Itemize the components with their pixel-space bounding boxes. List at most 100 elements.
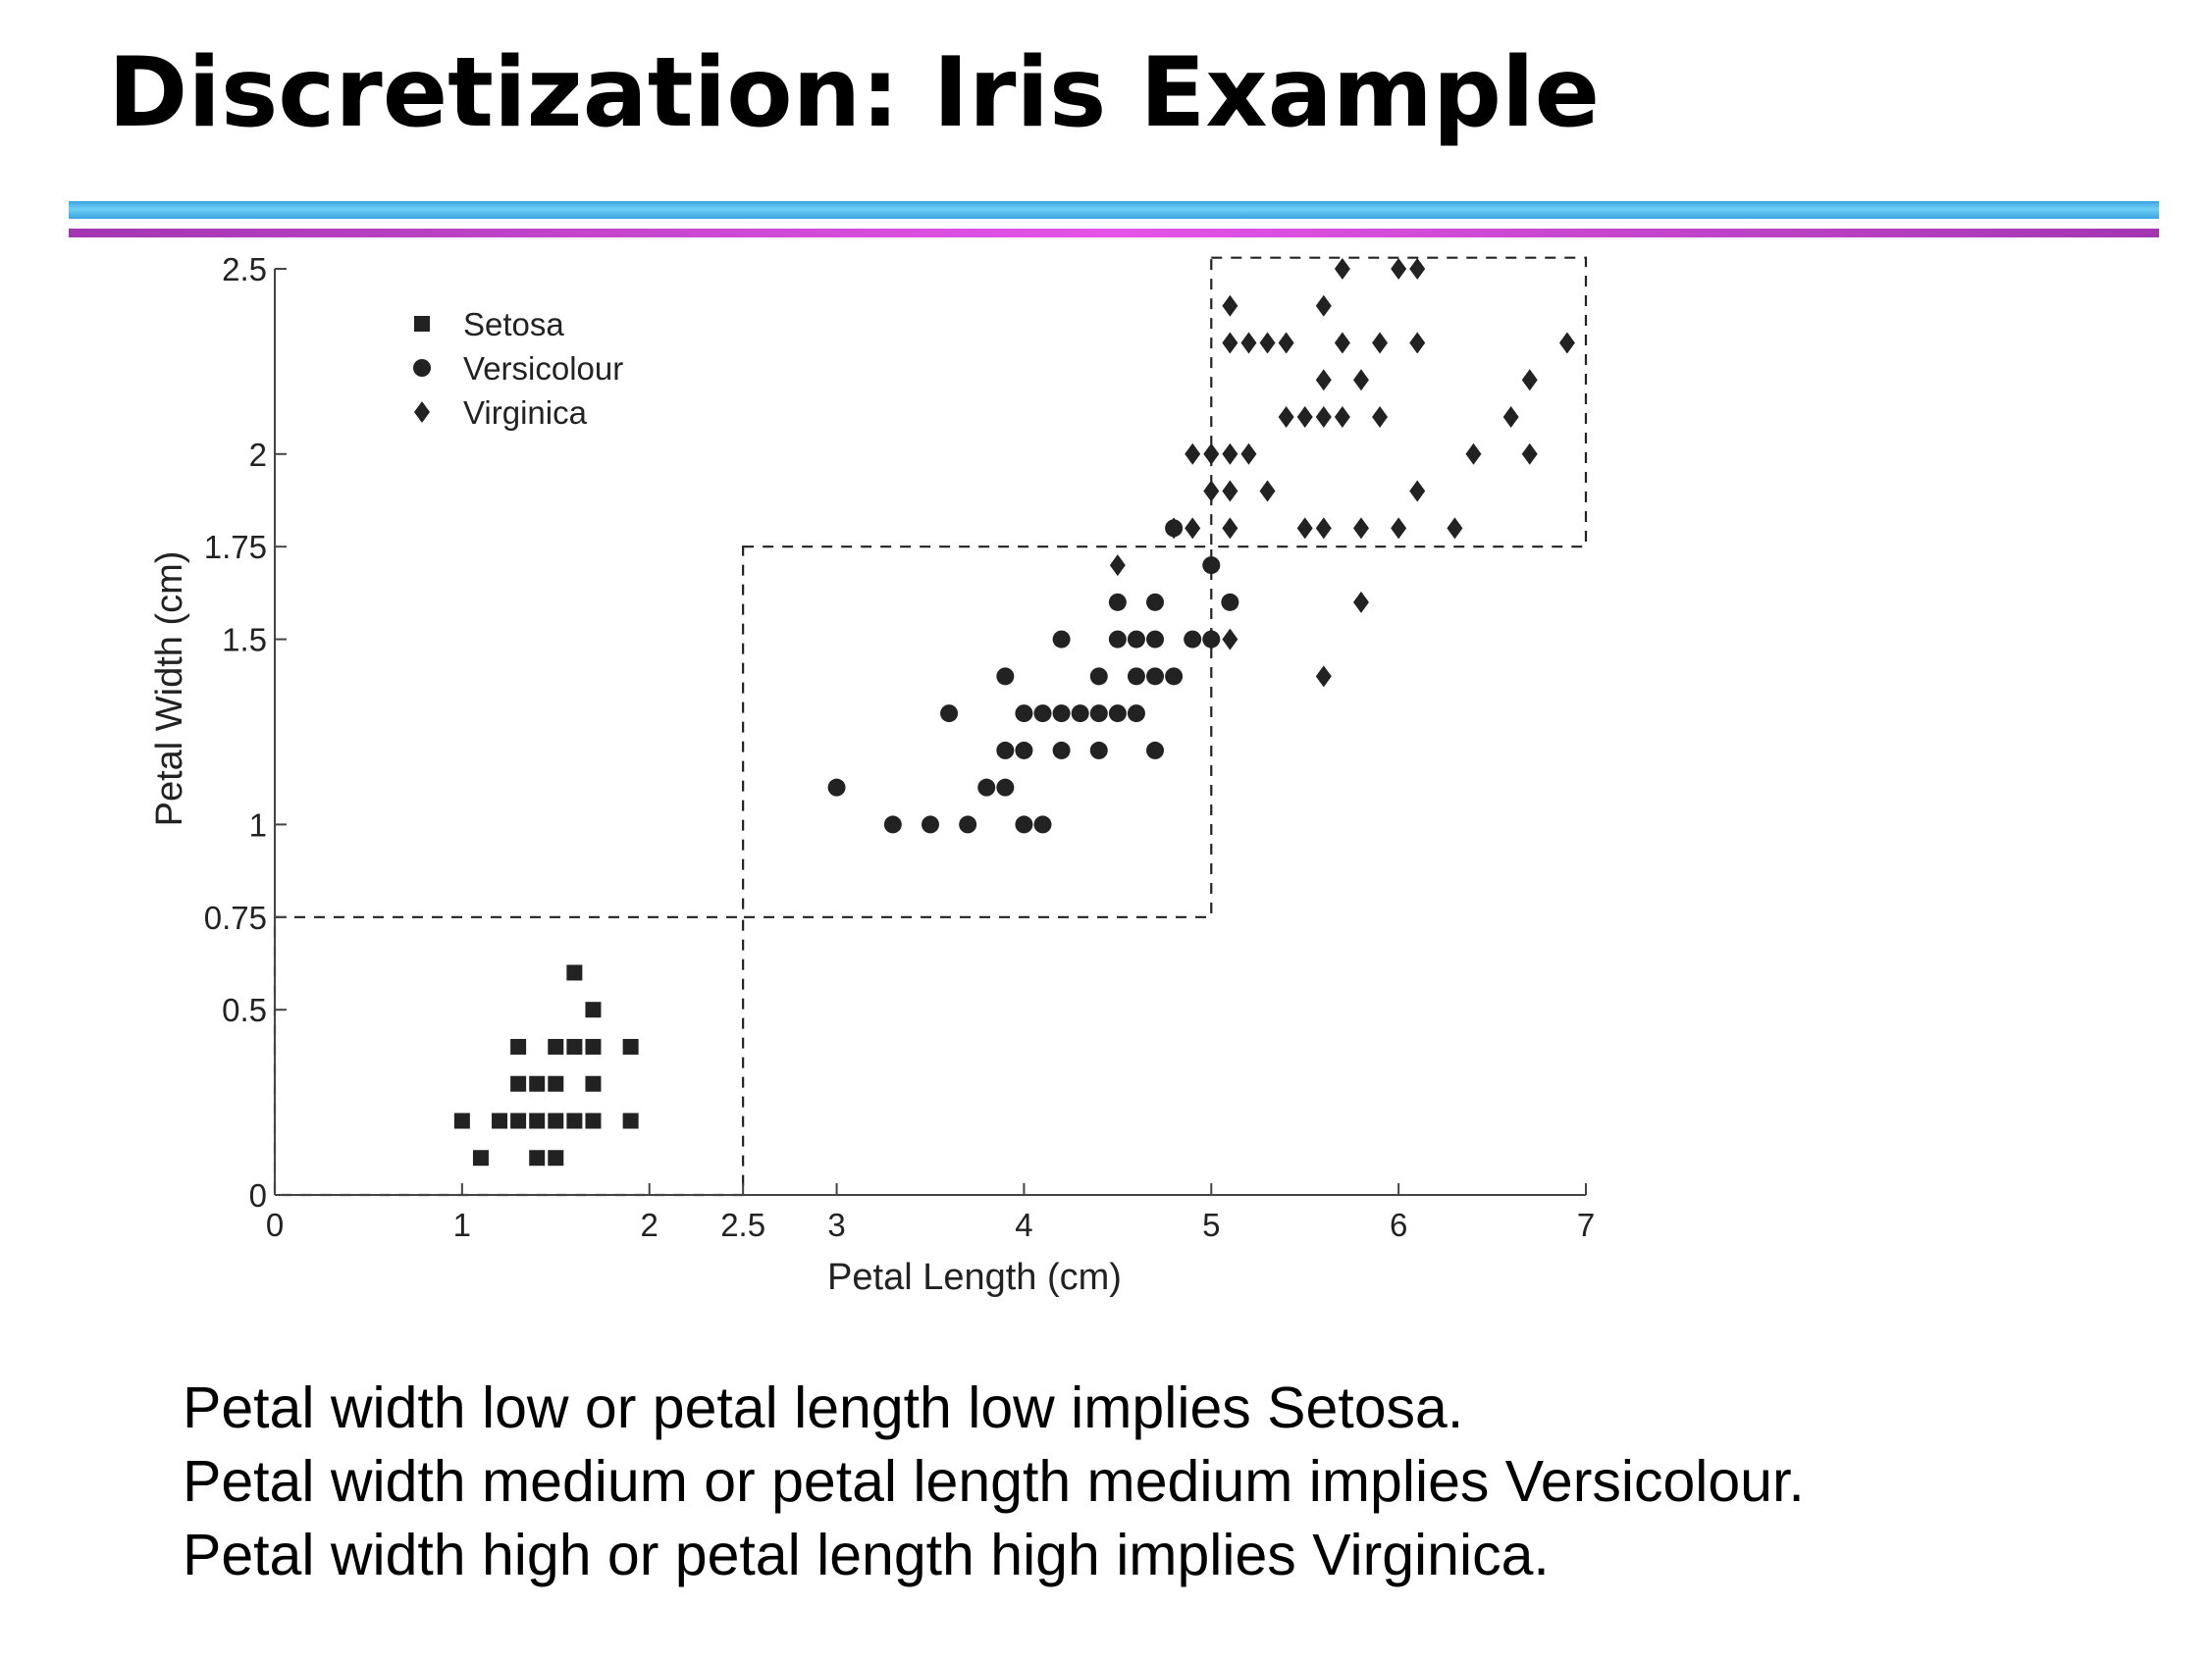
versicolour-point	[1053, 704, 1071, 722]
setosa-point	[548, 1150, 563, 1166]
virginica-point	[1335, 333, 1350, 354]
setosa-point	[566, 1039, 582, 1055]
virginica-point	[1222, 333, 1238, 354]
setosa-point	[510, 1113, 526, 1128]
virginica-point	[1316, 517, 1332, 539]
legend-marker-virginica	[414, 401, 430, 423]
virginica-point	[1297, 517, 1313, 539]
legend-label-versicolour: Versicolour	[463, 350, 623, 387]
virginica-point	[1522, 369, 1538, 390]
versicolour-point	[1090, 667, 1108, 685]
versicolour-point	[1015, 815, 1032, 833]
versicolour-point	[1072, 704, 1089, 722]
virginica-point	[1222, 629, 1238, 650]
virginica-point	[1391, 258, 1406, 280]
versicolour-point	[977, 779, 995, 797]
y-tick-label: 0	[249, 1177, 267, 1214]
setosa-point	[510, 1076, 526, 1092]
versicolour-point	[1034, 704, 1052, 722]
x-tick-label: 5	[1202, 1207, 1220, 1243]
versicolour-point	[1053, 742, 1071, 759]
virginica-point	[1409, 258, 1425, 280]
versicolour-point	[1015, 704, 1032, 722]
setosa-point	[623, 1113, 639, 1128]
versicolour-point	[996, 667, 1014, 685]
versicolour-point	[1221, 594, 1238, 611]
y-tick-label: 1.75	[204, 529, 267, 565]
caption-line-versicolour: Petal width medium or petal length mediu…	[183, 1445, 1805, 1519]
virginica-point	[1240, 333, 1256, 354]
setosa-point	[529, 1076, 545, 1092]
versicolour-point	[959, 815, 976, 833]
chart-legend: Setosa Versicolour Virginica	[413, 306, 623, 431]
setosa-point	[548, 1113, 563, 1128]
x-tick-label: 1	[453, 1207, 471, 1243]
versicolour-point	[1146, 631, 1164, 648]
x-tick-label: 4	[1015, 1207, 1032, 1243]
x-tick-label: 0	[266, 1207, 284, 1243]
versicolour-point	[1128, 631, 1145, 648]
virginica-point	[1185, 443, 1200, 465]
versicolour-point	[1146, 667, 1164, 685]
virginica-point	[1279, 333, 1294, 354]
setosa-point	[492, 1113, 507, 1128]
virginica-point	[1559, 333, 1575, 354]
virginica-point	[1409, 481, 1425, 502]
legend-label-setosa: Setosa	[463, 306, 564, 342]
setosa-point	[585, 1076, 601, 1092]
x-tick-label: 2	[641, 1207, 658, 1243]
caption: Petal width low or petal length low impl…	[183, 1372, 1805, 1592]
dashed-box-low	[275, 917, 743, 1195]
setosa-point	[585, 1113, 601, 1128]
versicolour-point	[1128, 667, 1145, 685]
versicolour-point	[1034, 815, 1052, 833]
versicolour-point	[922, 815, 939, 833]
caption-line-setosa: Petal width low or petal length low impl…	[183, 1372, 1805, 1445]
virginica-point	[1353, 369, 1369, 390]
versicolour-point	[1109, 631, 1127, 648]
virginica-point	[1353, 592, 1369, 613]
virginica-point	[1222, 295, 1238, 317]
y-tick-label: 1.5	[222, 622, 267, 658]
virginica-point	[1353, 517, 1369, 539]
setosa-point	[473, 1150, 489, 1166]
virginica-point	[1409, 333, 1425, 354]
chart-ticks: 0 1 2 2.5 3 4 5 6 7 0 0.5 0.75 1 1.5 1.75 2 2.5	[204, 251, 1595, 1243]
versicolour-point	[1184, 631, 1201, 648]
virginica-point	[1222, 481, 1238, 502]
setosa-point	[585, 1002, 601, 1017]
setosa-point	[566, 964, 582, 980]
virginica-point	[1222, 443, 1238, 465]
y-tick-label: 1	[249, 806, 267, 843]
dashed-box-medium	[743, 546, 1211, 917]
versicolour-point	[1146, 742, 1164, 759]
setosa-point	[548, 1039, 563, 1055]
versicolour-point	[1202, 556, 1220, 574]
versicolour-point	[828, 779, 846, 797]
virginica-point	[1372, 333, 1388, 354]
virginica-point	[1260, 481, 1276, 502]
dashed-box-high	[1211, 258, 1586, 547]
virginica-point	[1335, 258, 1350, 280]
virginica-point	[1316, 406, 1332, 428]
setosa-point	[623, 1039, 639, 1055]
versicolour-point	[996, 779, 1014, 797]
setosa-point	[529, 1113, 545, 1128]
virginica-point	[1166, 517, 1182, 539]
virginica-point	[1110, 554, 1126, 576]
setosa-point	[454, 1113, 470, 1128]
setosa-point	[566, 1113, 582, 1128]
versicolour-point	[1128, 704, 1145, 722]
virginica-point	[1335, 406, 1350, 428]
versicolour-point	[1165, 667, 1183, 685]
virginica-point	[1372, 406, 1388, 428]
virginica-point	[1203, 629, 1219, 650]
x-tick-label: 2.5	[720, 1207, 765, 1243]
setosa-point	[510, 1039, 526, 1055]
virginica-point	[1240, 443, 1256, 465]
versicolour-point	[1015, 742, 1032, 759]
y-axis-label: Petal Width (cm)	[149, 551, 190, 827]
virginica-point	[1522, 443, 1538, 465]
virginica-point	[1503, 406, 1519, 428]
